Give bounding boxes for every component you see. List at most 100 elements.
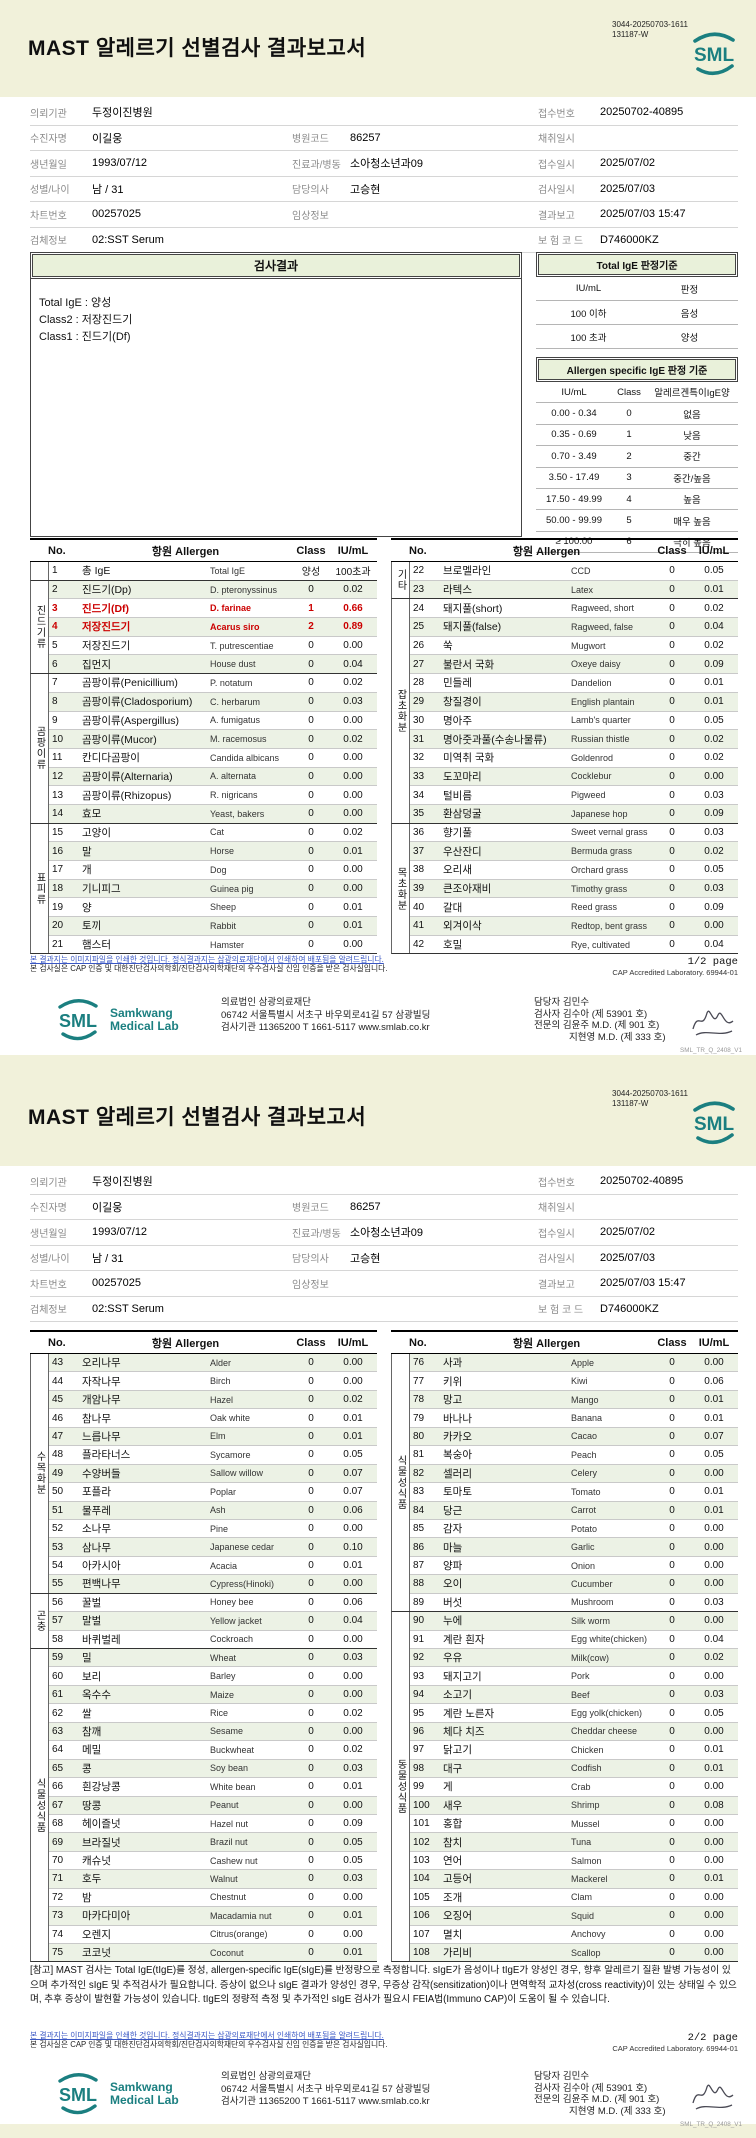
lab-footer: SML Samkwang Medical Lab 의료법인 삼광의료재단 067… — [36, 997, 742, 1054]
cell-name-kr: 돼지풀(false) — [443, 621, 502, 634]
cell-class: 0 — [669, 864, 675, 876]
criteria-cell: 17.50 - 49.99 — [546, 493, 602, 505]
allergen-row: 71 호두 Walnut 0 0.03 — [49, 1870, 377, 1889]
cell-name-en: Mackerel — [571, 1873, 608, 1884]
specific-ige-criteria-table: IU/mL Class 알레르겐특이IgE양 0.00 - 0.34 0 없음 0.35 -… — [536, 382, 738, 554]
signature-block: 담당자 김민수 검사자 김수아 (제 53901 호) 전문의 김윤주 M.D.… — [534, 2071, 742, 2128]
cell-no: 77 — [413, 1375, 425, 1387]
cell-no: 44 — [52, 1375, 64, 1387]
cell-no: 69 — [52, 1836, 64, 1848]
cell-iu: 0.01 — [704, 1486, 724, 1498]
cell-name-kr: 양 — [82, 901, 92, 914]
cell-no: 66 — [52, 1781, 64, 1793]
total-ige-criteria-title: Total IgE 판정기준 — [538, 254, 736, 275]
cell-name-en: Cocklebur — [571, 771, 612, 782]
cell-name-kr: 오리새 — [443, 864, 472, 877]
svg-text:SML: SML — [59, 2085, 97, 2105]
cell-no: 43 — [52, 1357, 64, 1369]
criteria-cell: 높음 — [683, 495, 701, 507]
cell-name-en: Reed grass — [571, 902, 618, 913]
allergen-group: 동물성식품 90 누에 Silk worm 0 0.00 91 계란 흰자 Egg white(… — [391, 1612, 738, 1963]
total-ige-criteria-box: Total IgE 판정기준 IU/mL 판정 100 이하 음성 100 초과 양성 — [536, 252, 738, 349]
cell-name-kr: 사과 — [443, 1357, 463, 1370]
sig-tester: 검사자 김수아 (제 53901 호) — [534, 2082, 648, 2094]
cell-no: 84 — [413, 1504, 425, 1516]
cell-iu: 0.10 — [343, 1541, 363, 1553]
cell-iu: 0.02 — [343, 733, 363, 745]
total-ige-criteria-title-frame: Total IgE 판정기준 — [536, 252, 738, 277]
group-rows: 24 돼지풀(short) Ragweed, short 0 0.02 25 돼지풀(fal… — [409, 599, 738, 823]
allergen-group: 잡초화분 24 돼지풀(short) Ragweed, short 0 0.02 25 돼지풀… — [391, 599, 738, 824]
cell-class: 0 — [308, 1928, 314, 1940]
group-label: 기타 — [392, 562, 409, 598]
cell-class: 0 — [669, 1394, 675, 1406]
allergen-row: 51 물푸레 Ash 0 0.06 — [49, 1501, 377, 1520]
allergen-rows: 1 총 IgE Total IgE 양성 100초과 진드기류 2 진드기(Dp) D. pte… — [30, 562, 377, 955]
allergen-row: 79 바나나 Banana 0 0.01 — [410, 1409, 738, 1428]
field-label: 성별/나이 — [30, 185, 70, 197]
cell-iu: 0.03 — [343, 1652, 363, 1664]
info-cell: 차트번호 00257025 — [30, 207, 292, 222]
header-iu: IU/mL — [698, 544, 730, 557]
field-value: 00257025 — [92, 208, 141, 221]
header-band — [0, 0, 756, 97]
allergen-row: 98 대구 Codfish 0 0.01 — [410, 1759, 738, 1779]
cell-name-kr: 저장진드기 — [82, 640, 131, 653]
cell-no: 36 — [413, 826, 425, 838]
criteria-cell: 0 — [626, 408, 632, 420]
info-cell: 검체정보 02:SST Serum — [30, 1301, 292, 1317]
allergen-row: 2 진드기(Dp) D. pteronyssinus 0 0.02 — [49, 580, 377, 600]
field-value: 2025/07/03 — [600, 1251, 656, 1264]
cell-name-kr: 물푸레 — [82, 1504, 111, 1517]
cell-name-kr: 연어 — [443, 1855, 463, 1868]
cell-name-kr: 총 IgE — [82, 565, 111, 578]
cell-name-en: Horse — [210, 846, 235, 857]
allergen-row: 23 라텍스 Latex 0 0.01 — [410, 580, 738, 599]
cell-name-kr: 큰조아재비 — [443, 883, 492, 896]
cell-no: 81 — [413, 1449, 425, 1461]
criteria-cell: 알레르겐특이IgE양 — [654, 388, 730, 400]
cell-no: 15 — [52, 826, 64, 838]
info-cell: 접수일시 2025/07/02 — [538, 156, 738, 171]
allergen-row: 50 포플라 Poplar 0 0.07 — [49, 1483, 377, 1502]
field-label: 접수일시 — [538, 159, 575, 171]
group-label-text: 진드기류 — [34, 604, 45, 649]
cell-class: 0 — [669, 565, 675, 577]
cell-iu: 0.00 — [704, 1357, 724, 1369]
cell-class: 0 — [669, 883, 675, 895]
cell-iu: 0.01 — [704, 1762, 724, 1774]
cell-no: 59 — [52, 1652, 64, 1664]
cell-name-kr: 곰팡이류(Rhizopus) — [82, 789, 172, 802]
cell-class: 0 — [308, 1357, 314, 1369]
cell-no: 32 — [413, 752, 425, 764]
cell-name-en: Lamb's quarter — [571, 715, 631, 726]
cell-name-kr: 브라질넛 — [82, 1836, 121, 1849]
cell-name-kr: 양파 — [443, 1560, 463, 1573]
cell-class: 0 — [308, 864, 314, 876]
cell-name-en: Ash — [210, 1505, 226, 1516]
form-version: SML_TR_Q_2408_V1 — [680, 1046, 742, 1054]
allergen-row: 10 곰팡이류(Mucor) M. racemosus 0 0.02 — [49, 730, 377, 749]
cell-class: 0 — [669, 1412, 675, 1424]
cell-no: 28 — [413, 677, 425, 689]
cell-class: 0 — [669, 1357, 675, 1369]
cell-name-kr: 흰강낭콩 — [82, 1781, 121, 1794]
cell-iu: 0.00 — [343, 1799, 363, 1811]
info-cell: 의뢰기관 두정이진병원 — [30, 1173, 292, 1189]
allergen-group: 식물성식품 59 밀 Wheat 0 0.03 60 보리 Barley 0 0.00 61 옥수수 Ma… — [30, 1649, 377, 1963]
cell-name-kr: 체다 치즈 — [443, 1725, 485, 1738]
cell-iu: 0.00 — [343, 640, 363, 652]
cell-class: 0 — [308, 1523, 314, 1535]
cell-class: 0 — [308, 640, 314, 652]
result-line: Class2 : 저장진드기 — [39, 314, 133, 326]
cell-iu: 0.00 — [704, 1928, 724, 1940]
cell-class: 0 — [669, 939, 675, 951]
cell-name-kr: 꿀벌 — [82, 1596, 102, 1609]
cell-name-en: Sheep — [210, 902, 237, 913]
allergen-row: 105 조개 Clam 0 0.00 — [410, 1889, 738, 1908]
cell-no: 37 — [413, 845, 425, 857]
cell-name-kr: 오이 — [443, 1578, 463, 1591]
cell-name-kr: 칸디다곰팡이 — [82, 752, 140, 765]
cell-iu: 0.02 — [343, 826, 363, 838]
cell-name-kr: 참치 — [443, 1836, 463, 1849]
